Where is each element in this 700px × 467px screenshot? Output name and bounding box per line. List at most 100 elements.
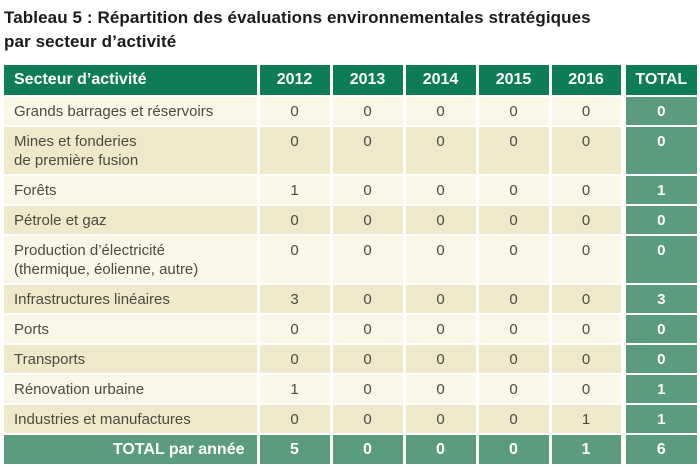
value-cell: 0 — [329, 373, 405, 405]
table-caption-line1: Tableau 5 : Répartition des évaluations … — [4, 8, 591, 27]
sector-cell: Industries et manufactures — [4, 403, 259, 435]
column-header-2016: 2016 — [548, 63, 624, 97]
table-row: Transports 0 0 0 0 0 0 — [4, 343, 699, 375]
value-cell: 0 — [475, 283, 551, 315]
value-cell: 0 — [256, 234, 332, 285]
value-cell: 0 — [256, 403, 332, 435]
value-cell: 0 — [548, 283, 624, 315]
value-cell: 0 — [329, 234, 405, 285]
sector-cell: Mines et fonderies de première fusion — [4, 125, 259, 176]
value-cell: 0 — [402, 234, 478, 285]
sector-cell: Infrastructures linéaires — [4, 283, 259, 315]
value-cell: 0 — [256, 204, 332, 236]
sector-cell: Ports — [4, 313, 259, 345]
footer-value-2016: 1 — [548, 433, 624, 466]
row-total-cell: 1 — [620, 373, 699, 405]
value-cell: 0 — [475, 313, 551, 345]
value-cell: 0 — [402, 204, 478, 236]
column-header-2013: 2013 — [329, 63, 405, 97]
sector-cell: Pétrole et gaz — [4, 204, 259, 236]
value-cell: 1 — [548, 403, 624, 435]
footer-value-2012: 5 — [256, 433, 332, 466]
value-cell: 0 — [329, 313, 405, 345]
table-row: Rénovation urbaine 1 0 0 0 0 1 — [4, 373, 699, 405]
value-cell: 1 — [256, 373, 332, 405]
value-cell: 0 — [475, 95, 551, 127]
sector-cell: Production d’électricité (thermique, éol… — [4, 234, 259, 285]
row-total-cell: 0 — [620, 125, 699, 176]
value-cell: 0 — [329, 174, 405, 206]
row-total-cell: 1 — [620, 174, 699, 206]
table-row: Infrastructures linéaires 3 0 0 0 0 3 — [4, 283, 699, 315]
value-cell: 0 — [256, 125, 332, 176]
value-cell: 0 — [402, 95, 478, 127]
value-cell: 0 — [402, 373, 478, 405]
value-cell: 0 — [402, 403, 478, 435]
value-cell: 0 — [329, 403, 405, 435]
footer-value-2013: 0 — [329, 433, 405, 466]
sector-cell: Rénovation urbaine — [4, 373, 259, 405]
value-cell: 0 — [402, 283, 478, 315]
value-cell: 0 — [548, 95, 624, 127]
value-cell: 0 — [548, 174, 624, 206]
value-cell: 0 — [402, 174, 478, 206]
value-cell: 0 — [402, 125, 478, 176]
footer-label: TOTAL par année — [4, 433, 259, 466]
sector-distribution-table: Secteur d’activité 2012 2013 2014 2015 2… — [4, 63, 699, 466]
value-cell: 0 — [329, 283, 405, 315]
value-cell: 0 — [329, 204, 405, 236]
table-row: Grands barrages et réservoirs 0 0 0 0 0 … — [4, 95, 699, 127]
sector-cell: Grands barrages et réservoirs — [4, 95, 259, 127]
table-footer: TOTAL par année 5 0 0 0 1 6 — [4, 433, 699, 466]
value-cell: 0 — [475, 373, 551, 405]
column-header-sector: Secteur d’activité — [4, 63, 259, 97]
table-row: Pétrole et gaz 0 0 0 0 0 0 — [4, 204, 699, 236]
value-cell: 0 — [329, 343, 405, 375]
value-cell: 0 — [475, 343, 551, 375]
column-header-total: TOTAL — [620, 63, 699, 97]
table-row: Forêts 1 0 0 0 0 1 — [4, 174, 699, 206]
value-cell: 0 — [475, 204, 551, 236]
row-total-cell: 3 — [620, 283, 699, 315]
table-row: Mines et fonderies de première fusion 0 … — [4, 125, 699, 176]
row-total-cell: 0 — [620, 343, 699, 375]
value-cell: 0 — [548, 343, 624, 375]
footer-row: TOTAL par année 5 0 0 0 1 6 — [4, 433, 699, 466]
value-cell: 0 — [475, 125, 551, 176]
value-cell: 0 — [548, 234, 624, 285]
table-caption: Tableau 5 : Répartition des évaluations … — [4, 6, 697, 54]
table-row: Production d’électricité (thermique, éol… — [4, 234, 699, 285]
value-cell: 0 — [548, 373, 624, 405]
row-total-cell: 0 — [620, 234, 699, 285]
value-cell: 0 — [475, 174, 551, 206]
value-cell: 3 — [256, 283, 332, 315]
value-cell: 0 — [475, 403, 551, 435]
grand-total-cell: 6 — [620, 433, 699, 466]
value-cell: 0 — [256, 95, 332, 127]
value-cell: 0 — [256, 313, 332, 345]
table-caption-line2: par secteur d’activité — [4, 32, 177, 51]
column-header-2014: 2014 — [402, 63, 478, 97]
value-cell: 0 — [402, 343, 478, 375]
table-row: Ports 0 0 0 0 0 0 — [4, 313, 699, 345]
table-header: Secteur d’activité 2012 2013 2014 2015 2… — [4, 63, 699, 97]
row-total-cell: 0 — [620, 95, 699, 127]
row-total-cell: 0 — [620, 313, 699, 345]
value-cell: 0 — [329, 125, 405, 176]
value-cell: 0 — [402, 313, 478, 345]
column-header-2012: 2012 — [256, 63, 332, 97]
value-cell: 0 — [548, 125, 624, 176]
value-cell: 0 — [475, 234, 551, 285]
value-cell: 0 — [256, 343, 332, 375]
value-cell: 0 — [548, 204, 624, 236]
table-body: Grands barrages et réservoirs 0 0 0 0 0 … — [4, 95, 699, 435]
footer-value-2014: 0 — [402, 433, 478, 466]
row-total-cell: 0 — [620, 204, 699, 236]
value-cell: 0 — [548, 313, 624, 345]
column-header-2015: 2015 — [475, 63, 551, 97]
sector-cell: Forêts — [4, 174, 259, 206]
table-row: Industries et manufactures 0 0 0 0 1 1 — [4, 403, 699, 435]
sector-cell: Transports — [4, 343, 259, 375]
value-cell: 1 — [256, 174, 332, 206]
